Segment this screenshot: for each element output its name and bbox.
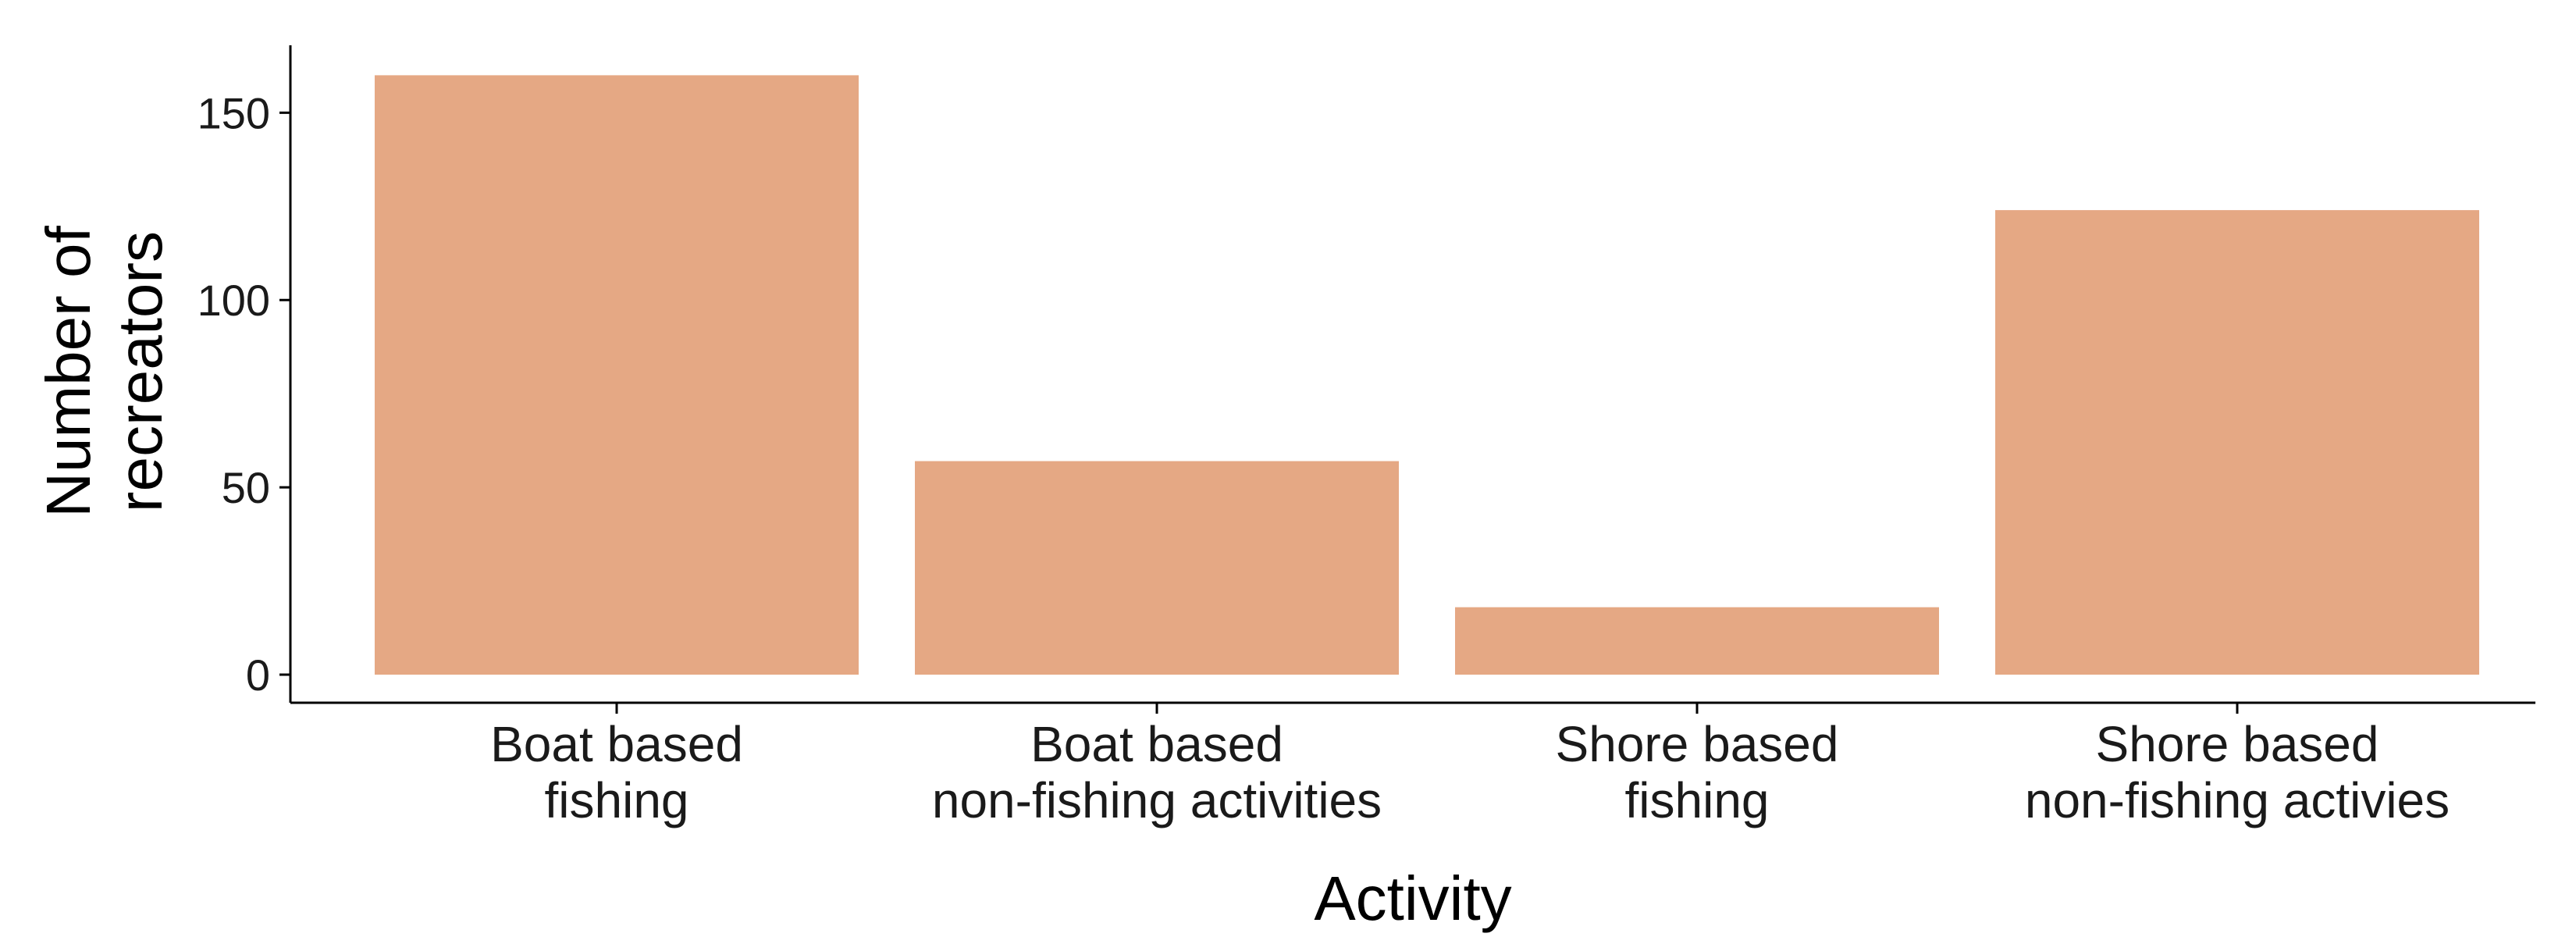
y-axis-title-line: Number of: [34, 225, 103, 517]
x-tick-label-line: non-fishing activities: [932, 772, 1382, 828]
y-ticks-group: 0 50 100 150: [197, 88, 290, 700]
bar-2: [1455, 607, 1939, 675]
bar-1: [915, 461, 1399, 675]
bars-group: [375, 75, 2479, 675]
bar-0: [375, 75, 859, 675]
x-tick-label-line: fishing: [545, 772, 689, 828]
x-tick-label: Shore based fishing: [1556, 716, 1839, 828]
x-tick-label: Shore based non-fishing activies: [2025, 716, 2450, 828]
y-tick-label: 0: [246, 650, 270, 700]
y-tick-label: 150: [197, 88, 270, 137]
x-tick-label-line: Shore based: [2096, 716, 2379, 772]
x-axis-title: Activity: [1314, 864, 1511, 933]
y-tick-label: 50: [222, 463, 270, 512]
y-axis-title: Number ofrecreators: [34, 225, 175, 517]
x-tick-label-line: Boat based: [490, 716, 743, 772]
x-tick-label-line: Boat based: [1030, 716, 1283, 772]
x-tick-label: Boat based non-fishing activities: [932, 716, 1382, 828]
y-tick-label: 100: [197, 276, 270, 325]
x-tick-label-line: Shore based: [1556, 716, 1839, 772]
x-tick-label-line: fishing: [1625, 772, 1770, 828]
y-axis-title-line: recreators: [105, 231, 175, 512]
bar-3: [1995, 210, 2479, 675]
x-tick-label-line: non-fishing activies: [2025, 772, 2450, 828]
x-tick-label: Boat based fishing: [490, 716, 743, 828]
